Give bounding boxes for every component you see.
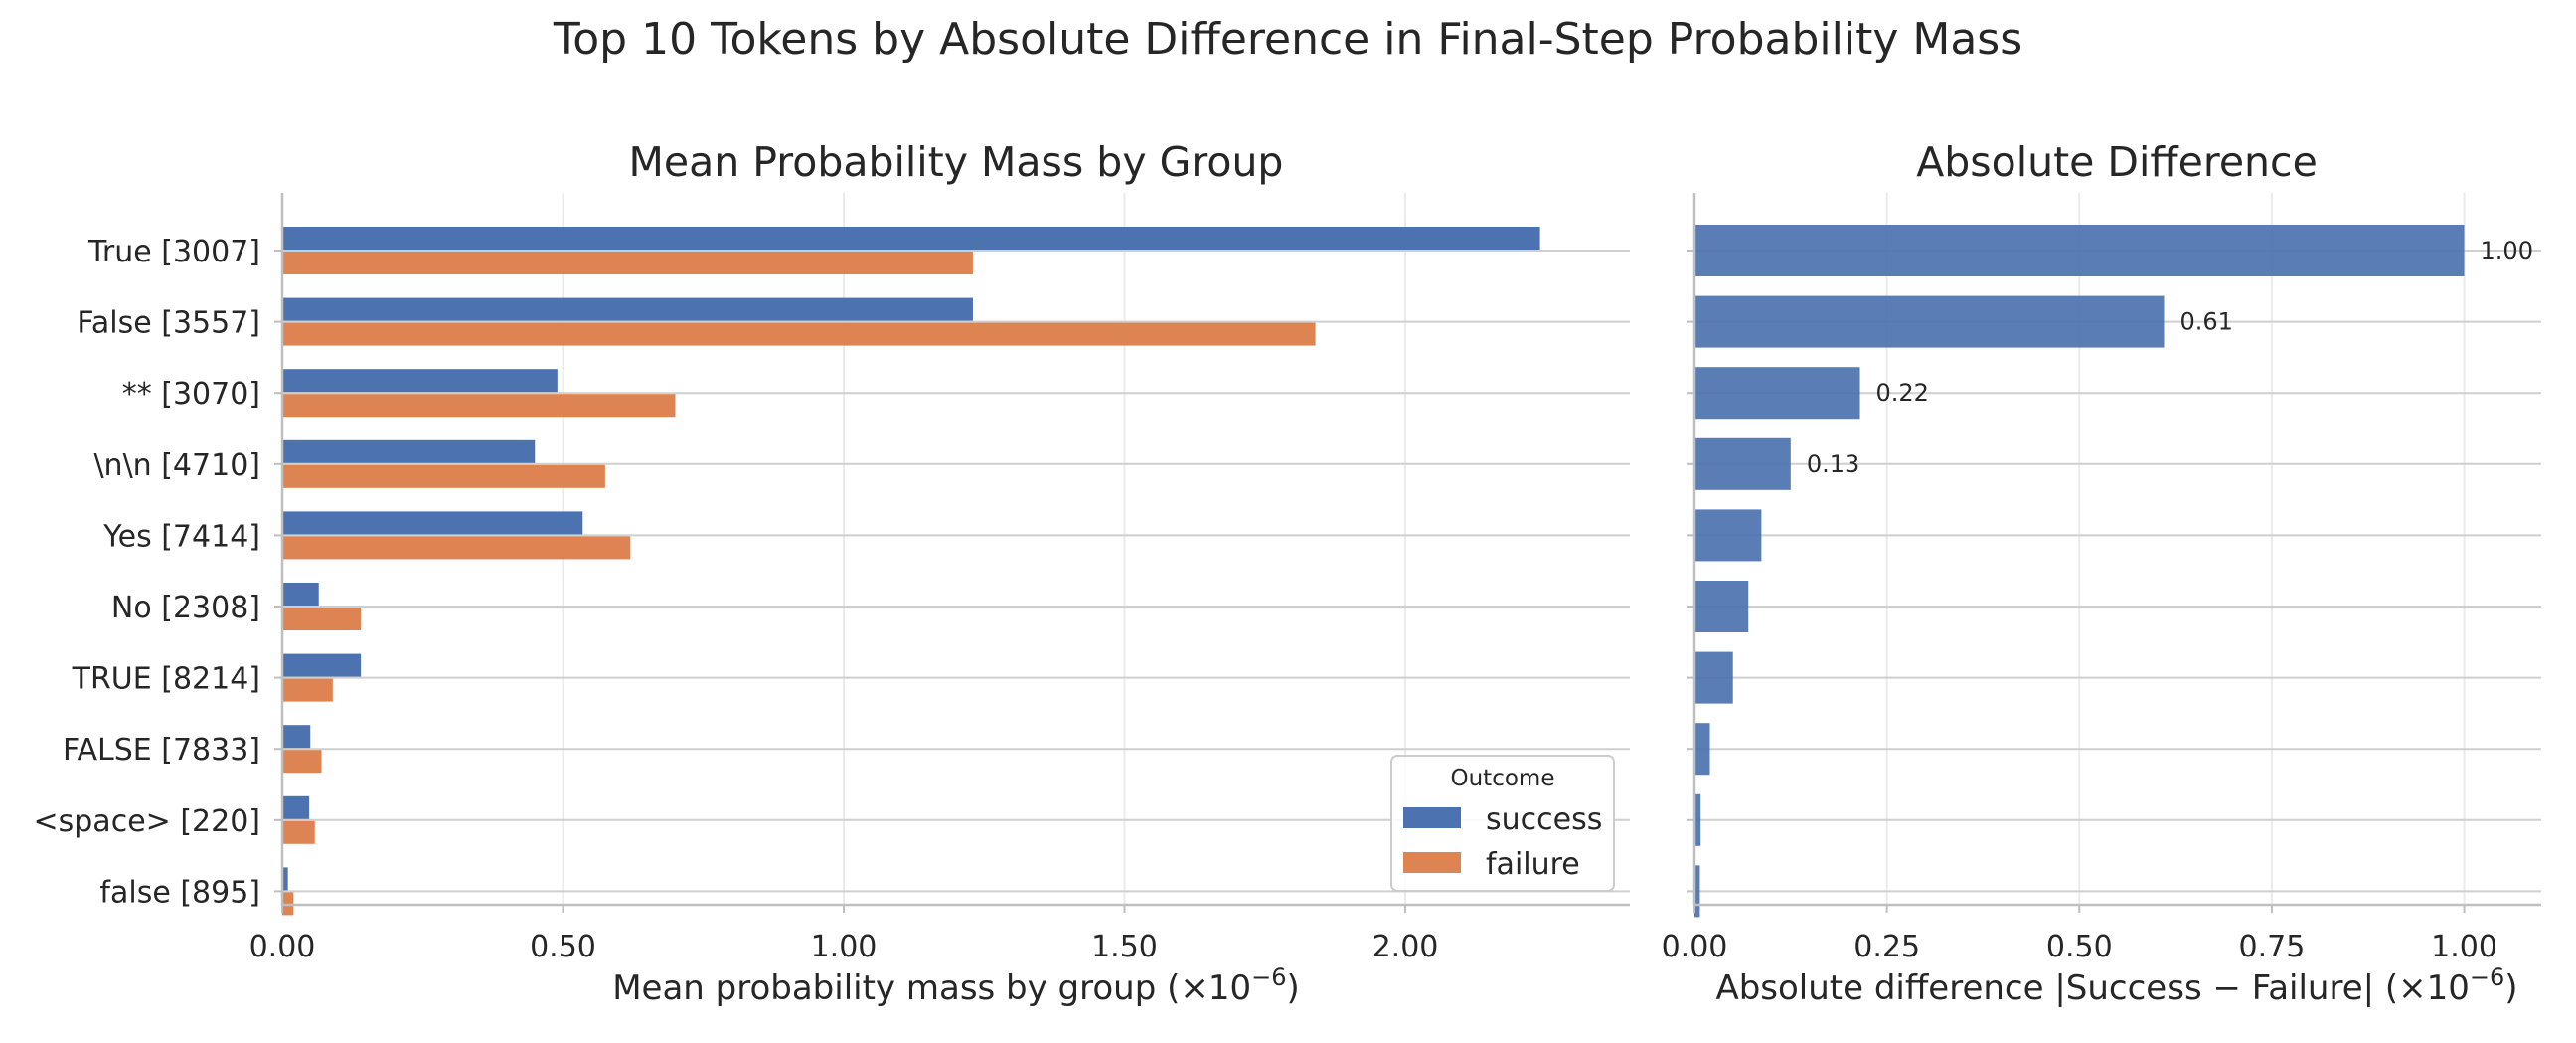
y-tick-label-3070: ** [3070] [122, 377, 260, 412]
data-label-false-3557: 0.61 [2179, 308, 2232, 336]
bar-success-true-3007 [282, 227, 1540, 250]
legend: Outcome success failure [1390, 755, 1615, 892]
bar-success-yes-7414 [282, 511, 583, 535]
right-axes: 0.00 0.25 0.50 0.75 1.00 [1662, 193, 2541, 964]
left-panel-title: Mean Probability Mass by Group [629, 138, 1284, 186]
right-x-axis-label: Absolute difference |Success − Failure| … [1715, 963, 2517, 1008]
y-tick-label-true-3007: True [3007] [87, 235, 260, 269]
left-x-axis-label: Mean probability mass by group (×10−6) [612, 963, 1300, 1008]
bar-failure-yes-7414 [282, 536, 631, 560]
y-tick-label-false-895: false [895] [99, 875, 260, 910]
bar-success-3070 [282, 369, 558, 393]
left-x-tick-label: 0.00 [249, 930, 316, 964]
right-panel-title: Absolute Difference [1916, 138, 2318, 186]
bar-failure-space-220 [282, 820, 315, 844]
bar-success-no-2308 [282, 583, 319, 606]
legend-label-success: success [1486, 802, 1602, 837]
figure-title: Top 10 Tokens by Absolute Difference in … [553, 14, 2022, 65]
bar-success-false-3557 [282, 297, 973, 321]
left-x-tick-label: 1.50 [1091, 930, 1158, 964]
y-tick-label-false-3557: False [3557] [77, 306, 260, 341]
y-tick-label-yes-7414: Yes [7414] [102, 519, 260, 554]
right-gridlines [1693, 193, 2541, 905]
bar-absdiff-false-3557 [1694, 295, 2165, 348]
left-bars [282, 227, 1540, 916]
bar-absdiff-n-n-4710 [1694, 437, 1791, 490]
bar-failure-false-3557 [282, 322, 1316, 346]
left-panel: Mean Probability Mass by Group 0.00 0.50 1… [34, 138, 1630, 1008]
bar-success-space-220 [282, 795, 310, 819]
data-label-3070: 0.22 [1876, 379, 1929, 407]
bar-absdiff-true-3007 [1694, 225, 2465, 276]
left-axes: 0.00 0.50 1.00 1.50 2.00 True [3007] False [35… [34, 193, 1630, 964]
bar-absdiff-no-2308 [1694, 581, 1749, 632]
legend-swatch-success [1403, 807, 1461, 828]
left-x-tick-label: 1.00 [811, 930, 878, 964]
right-bars: 1.00 0.61 0.22 0.13 [1694, 225, 2533, 918]
legend-title: Outcome [1451, 766, 1555, 791]
bar-failure-false-7833 [282, 750, 322, 774]
bar-success-true-8214 [282, 653, 362, 677]
bar-failure-no-2308 [282, 608, 362, 630]
y-tick-label-true-8214: TRUE [8214] [72, 662, 260, 697]
right-x-tick-label: 0.75 [2239, 930, 2306, 964]
bar-absdiff-3070 [1694, 367, 1860, 420]
bar-success-false-7833 [282, 725, 311, 749]
bar-failure-true-3007 [282, 252, 973, 274]
legend-label-failure: failure [1486, 847, 1580, 882]
right-x-tick-label: 0.25 [1853, 930, 1920, 964]
data-label-n-n-4710: 0.13 [1807, 450, 1859, 478]
bar-success-n-n-4710 [282, 439, 536, 463]
bar-failure-true-8214 [282, 678, 333, 702]
right-x-tick-label: 0.00 [1662, 930, 1728, 964]
bar-success-false-895 [282, 867, 288, 891]
y-tick-label-false-7833: FALSE [7833] [63, 733, 260, 768]
right-panel: Absolute Difference 1.00 0.61 0.22 0.13 0.0… [1662, 138, 2541, 1008]
right-x-tick-label: 0.50 [2046, 930, 2113, 964]
bar-absdiff-true-8214 [1694, 651, 1733, 704]
bar-absdiff-false-7833 [1694, 723, 1710, 776]
y-tick-label-space-220: <space> [220] [34, 804, 261, 839]
y-tick-label-no-2308: No [2308] [111, 591, 260, 625]
left-x-tick-label: 2.00 [1372, 930, 1439, 964]
left-x-tick-label: 0.50 [530, 930, 596, 964]
legend-swatch-failure [1403, 852, 1461, 873]
data-label-true-3007: 1.00 [2481, 237, 2533, 264]
y-tick-label-n-n-4710: \n\n [4710] [93, 448, 260, 483]
bar-failure-n-n-4710 [282, 464, 605, 488]
bar-absdiff-space-220 [1694, 793, 1701, 846]
bar-failure-3070 [282, 394, 676, 418]
bar-absdiff-yes-7414 [1694, 509, 1762, 562]
right-x-tick-label: 1.00 [2431, 930, 2497, 964]
bar-absdiff-false-895 [1694, 865, 1700, 918]
